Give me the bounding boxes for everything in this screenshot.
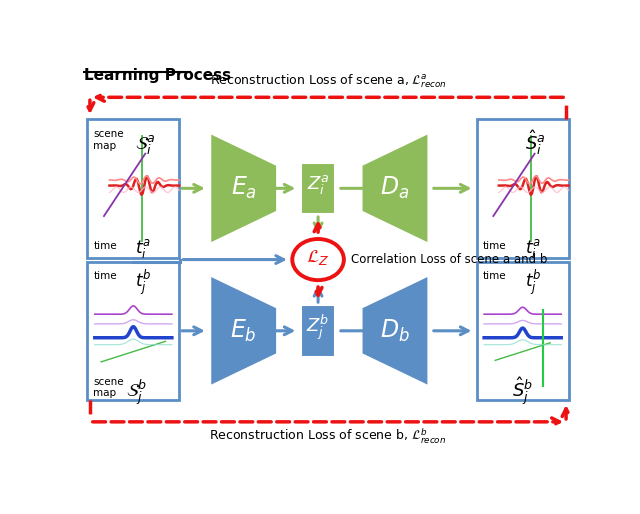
Text: $\mathcal{L}_Z$: $\mathcal{L}_Z$: [307, 248, 330, 267]
Polygon shape: [362, 276, 428, 386]
Bar: [301, 162, 335, 214]
Bar: [88, 262, 179, 400]
Text: map: map: [93, 141, 116, 151]
Text: $\hat{S}_j^b$: $\hat{S}_j^b$: [511, 375, 532, 407]
Bar: [477, 262, 568, 400]
Bar: [477, 119, 568, 258]
Text: $t_j^b$: $t_j^b$: [135, 267, 152, 297]
Text: time: time: [483, 271, 506, 282]
Polygon shape: [210, 133, 277, 244]
Bar: [88, 119, 179, 258]
Text: Reconstruction Loss of scene a, $\mathcal{L}^a_{recon}$: Reconstruction Loss of scene a, $\mathca…: [209, 72, 447, 90]
Text: $E_b$: $E_b$: [230, 318, 257, 344]
Text: $t_j^b$: $t_j^b$: [525, 267, 541, 297]
Text: $\hat{S}_i^a$: $\hat{S}_i^a$: [525, 128, 545, 157]
Text: scene: scene: [93, 377, 124, 387]
Text: $t_i^a$: $t_i^a$: [135, 237, 151, 260]
Text: Reconstruction Loss of scene b, $\mathcal{L}^b_{recon}$: Reconstruction Loss of scene b, $\mathca…: [209, 427, 447, 446]
Text: $D_b$: $D_b$: [380, 318, 410, 344]
Text: $E_a$: $E_a$: [230, 175, 257, 201]
Text: $Z_j^b$: $Z_j^b$: [307, 313, 330, 342]
Polygon shape: [210, 276, 277, 386]
Text: $\mathcal{S}_j^b$: $\mathcal{S}_j^b$: [126, 378, 147, 407]
Text: scene: scene: [93, 129, 124, 139]
Bar: [301, 305, 335, 357]
Text: time: time: [483, 241, 506, 251]
Text: $D_a$: $D_a$: [380, 175, 410, 201]
Polygon shape: [362, 133, 428, 244]
Text: time: time: [93, 271, 117, 282]
Text: Correlation Loss of scene a and b: Correlation Loss of scene a and b: [351, 253, 548, 266]
Text: $t_i^a$: $t_i^a$: [525, 237, 541, 260]
Text: $\mathcal{S}_i^a$: $\mathcal{S}_i^a$: [135, 134, 156, 157]
Text: $Z_i^a$: $Z_i^a$: [307, 174, 330, 197]
Text: Learning Process: Learning Process: [84, 68, 231, 83]
Text: time: time: [93, 241, 117, 251]
Text: map: map: [93, 388, 116, 398]
